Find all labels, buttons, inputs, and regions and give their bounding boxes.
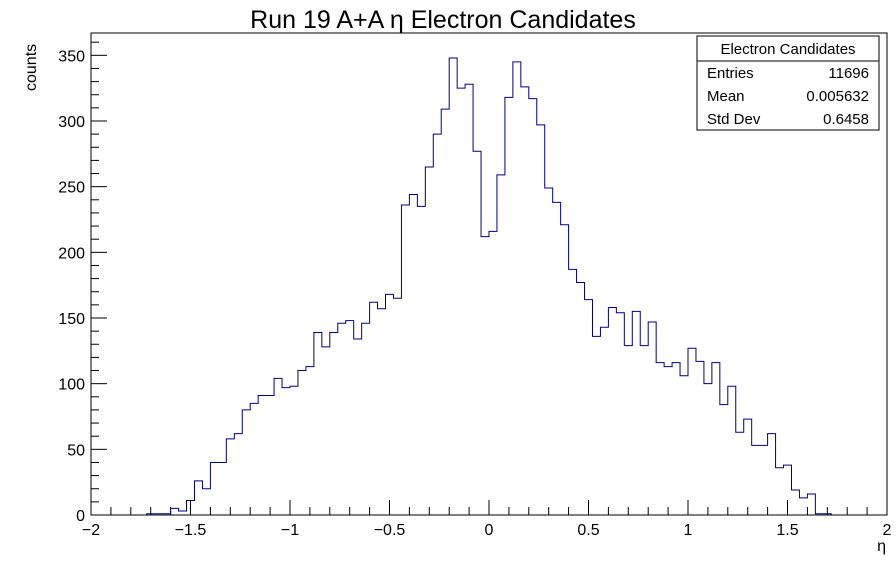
x-tick-label: 0: [485, 522, 494, 539]
x-tick-label: −2: [82, 522, 100, 539]
y-tick-label: 300: [58, 114, 85, 131]
stats-box-title: Electron Candidates: [720, 41, 855, 58]
y-tick-label: 50: [67, 442, 85, 459]
y-axis-label: counts: [23, 44, 40, 91]
chart-title: Run 19 A+A η Electron Candidates: [250, 6, 636, 34]
x-tick-label: 1: [684, 522, 693, 539]
x-tick-label: 1.5: [776, 522, 798, 539]
x-axis-label: η: [877, 538, 886, 555]
x-tick-label: −0.5: [374, 522, 406, 539]
y-tick-label: 150: [58, 311, 85, 328]
stats-entries-value: 11696: [828, 65, 869, 82]
x-tick-label: −1.5: [175, 522, 207, 539]
x-axis-ticks: −2 −1.5 −1 −0.5 0 0.5 1 1.5 2: [82, 500, 892, 539]
histogram-line: [146, 57, 832, 515]
y-axis-ticks: 0 50 100 150 200 250 300 350: [58, 41, 107, 525]
stats-stddev-value: 0.6458: [823, 111, 869, 128]
stats-box-frame: [696, 35, 880, 131]
x-tick-label: −1: [281, 522, 299, 539]
stats-box: Electron Candidates Entries 11696 Mean 0…: [696, 35, 880, 131]
y-tick-label: 250: [58, 180, 85, 197]
stats-mean-value: 0.005632: [806, 88, 869, 105]
stats-entries-label: Entries: [707, 65, 754, 82]
stats-mean-label: Mean: [707, 88, 745, 105]
stats-stddev-label: Std Dev: [707, 111, 761, 128]
x-tick-label: 0.5: [577, 522, 599, 539]
plot-frame: [90, 32, 888, 516]
y-tick-label: 200: [58, 245, 85, 262]
y-tick-label: 100: [58, 377, 85, 394]
y-tick-label: 350: [58, 48, 85, 65]
y-tick-label: 0: [76, 508, 85, 525]
x-tick-label: 2: [883, 522, 892, 539]
